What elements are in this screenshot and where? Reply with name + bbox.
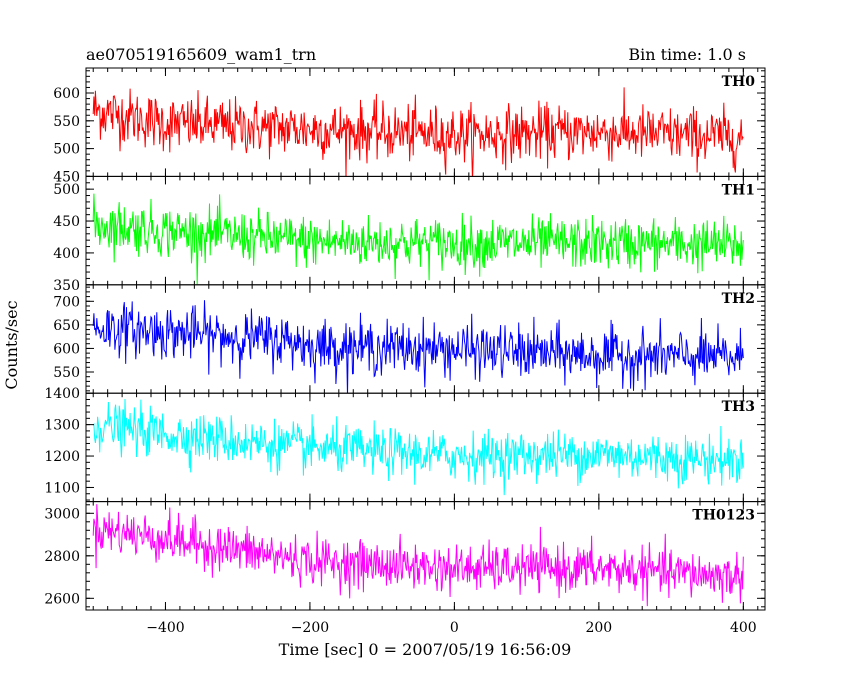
panel-th1: 350 400 450 500 TH1: [53, 175, 766, 294]
y-tick-label: 600: [53, 341, 80, 357]
y-tick-label: 1200: [44, 449, 80, 465]
y-tick-label: 400: [53, 246, 80, 262]
x-tick-label: −200: [291, 620, 329, 636]
y-tick-label: 3000: [44, 506, 80, 522]
y-axis-label: Counts/sec: [2, 300, 21, 389]
panel-name-label: TH3: [722, 399, 755, 415]
y-tick-label: 450: [53, 169, 80, 185]
series-line-th1: [92, 193, 744, 285]
panel-name-label: TH0123: [692, 508, 755, 524]
y-tick-label: 650: [53, 318, 80, 334]
x-axis-label: Time [sec] 0 = 2007/05/19 16:56:09: [279, 640, 572, 659]
y-tick-label: 700: [53, 294, 80, 310]
y-tick-label: 550: [53, 114, 80, 130]
series-line-th2: [92, 300, 744, 394]
y-tick-label: 450: [53, 214, 80, 230]
panel-name-label: TH1: [722, 182, 755, 198]
panel-th2: 550 600 650 700 TH2: [53, 284, 766, 394]
y-tick-label: 350: [53, 278, 80, 294]
chart-title: ae070519165609_wam1_trn: [86, 45, 316, 64]
y-tick-label: 500: [53, 182, 80, 198]
x-tick-label: −400: [146, 620, 184, 636]
x-axis: −400 −200 0 200 400: [146, 620, 756, 636]
y-tick-label: 1400: [44, 386, 80, 402]
panel-th3: 1100 1200 1300 1400 TH3: [44, 386, 766, 503]
y-tick-label: 500: [53, 142, 80, 158]
x-tick-label: 400: [730, 620, 757, 636]
series-line-th0: [92, 87, 744, 177]
y-tick-label: 1300: [44, 418, 80, 434]
y-tick-label: 600: [53, 86, 80, 102]
y-tick-label: 550: [53, 365, 80, 381]
x-tick-label: 200: [585, 620, 612, 636]
y-tick-label: 1100: [44, 480, 80, 496]
panel-frame: [85, 175, 766, 286]
panel-th0123: 2600 2800 3000 TH0123: [44, 501, 766, 611]
panel-name-label: TH0: [722, 74, 756, 90]
y-tick-label: 2600: [44, 591, 80, 607]
y-tick-label: 2800: [44, 549, 80, 565]
panel-name-label: TH2: [722, 291, 755, 307]
panel-th0: 450 500 550 600 TH0: [53, 67, 766, 185]
series-line-th0123: [92, 504, 744, 607]
series-line-th3: [92, 398, 744, 496]
bin-time-label: Bin time: 1.0 s: [628, 45, 746, 64]
x-tick-label: 0: [450, 620, 459, 636]
